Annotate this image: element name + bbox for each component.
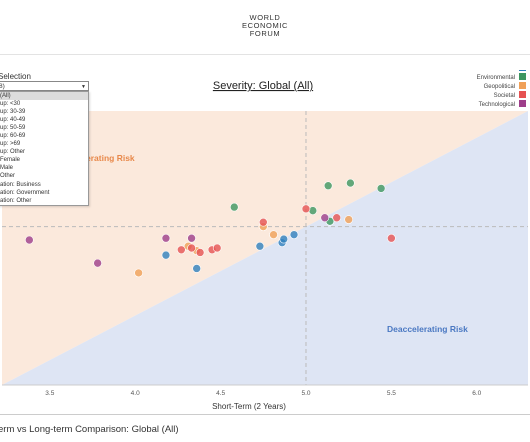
header-divider [0, 54, 530, 55]
data-point[interactable] [344, 215, 353, 224]
x-tick-label: 6.0 [472, 390, 481, 397]
data-point[interactable] [134, 268, 143, 278]
chart-title: Severity: Global (All) [213, 80, 313, 92]
legend-swatch [519, 82, 526, 89]
selection-option[interactable]: up: >69 [0, 141, 21, 148]
data-point[interactable] [212, 243, 222, 253]
data-point[interactable] [289, 230, 299, 239]
selection-option[interactable]: Male [0, 165, 14, 172]
data-point[interactable] [177, 245, 186, 255]
data-point[interactable] [323, 181, 333, 191]
data-point[interactable] [229, 202, 239, 212]
chevron-down-icon[interactable]: ▼ [81, 84, 86, 90]
data-point[interactable] [255, 241, 265, 251]
selection-options-list[interactable]: (All) up: <30 up: 30-39 up: 40-49 up: 50-59 u… [0, 91, 89, 206]
data-point[interactable] [258, 217, 268, 227]
logo-line: WORLD [249, 13, 281, 22]
data-point[interactable] [320, 213, 330, 223]
deaccelerating-risk-label: Deaccelerating Risk [387, 324, 468, 334]
data-point[interactable] [187, 243, 196, 253]
selection-option[interactable]: up: 40-49 [0, 117, 26, 124]
x-axis-ticks: 3.5 4.0 4.5 5.0 5.5 6.0 [45, 390, 481, 397]
selection-option[interactable]: up: 50-59 [0, 125, 26, 132]
legend-label: Societal [494, 93, 515, 99]
selection-dropdown[interactable]: 8) ▼ [0, 81, 89, 91]
data-point[interactable] [25, 235, 34, 245]
data-point[interactable] [301, 204, 311, 214]
x-tick-label: 4.0 [131, 390, 140, 397]
selection-option[interactable]: Other [0, 173, 16, 180]
selection-value: 8) [0, 83, 5, 90]
selection-option[interactable]: up: <30 [0, 101, 21, 108]
data-point[interactable] [346, 178, 355, 188]
legend-label: Environmental [477, 75, 515, 81]
selection-option[interactable]: up: 30-39 [0, 109, 26, 116]
legend-swatch [519, 73, 526, 80]
selection-option[interactable]: ation: Business [0, 181, 41, 188]
x-tick-label: 4.5 [216, 390, 225, 397]
data-point[interactable] [332, 213, 342, 223]
section-divider [0, 414, 530, 415]
scatter-chart: 3.5 4.0 4.5 5.0 5.5 6.0 erating Risk Deaccele… [2, 70, 528, 411]
deaccelerating-region [2, 111, 528, 385]
wef-logo: WORLD ECONOMIC FORUM [0, 14, 530, 38]
data-point[interactable] [187, 233, 196, 243]
selection-option[interactable]: (All) [0, 92, 88, 101]
selection-option[interactable]: up: Other [0, 149, 26, 156]
data-point[interactable] [279, 234, 289, 244]
data-point[interactable] [387, 233, 396, 243]
data-point[interactable] [161, 233, 171, 243]
legend-swatch [519, 70, 526, 71]
data-point[interactable] [161, 250, 171, 260]
selection-option[interactable]: ation: Other [0, 197, 32, 204]
data-points [25, 178, 396, 278]
selection-option[interactable]: Female [0, 157, 21, 164]
legend-swatch [519, 100, 526, 107]
data-point[interactable] [192, 264, 201, 273]
x-tick-label: 5.5 [387, 390, 396, 397]
logo-line: FORUM [249, 29, 281, 38]
x-axis-label: Short-Term (2 Years) [212, 402, 286, 411]
accelerating-risk-label: erating Risk [86, 153, 135, 163]
comparison-title: erm vs Long-term Comparison: Global (All… [0, 424, 179, 435]
selection-label: Selection [0, 72, 31, 81]
data-point[interactable] [195, 248, 205, 257]
selection-option[interactable]: ation: Government [0, 189, 50, 196]
logo-line: ECONOMIC [241, 21, 289, 30]
legend-label: Economic [489, 70, 515, 72]
legend-label: Technological [479, 102, 515, 108]
x-tick-label: 3.5 [45, 390, 54, 397]
x-tick-label: 5.0 [301, 390, 310, 397]
legend-swatch [519, 91, 526, 98]
data-point[interactable] [93, 258, 102, 268]
legend-label: Geopolitical [484, 84, 515, 90]
data-point[interactable] [269, 230, 278, 239]
chart-legend: Economic Environmental Geopolitical Societa… [477, 70, 526, 108]
data-point[interactable] [376, 184, 386, 193]
selection-option[interactable]: up: 60-69 [0, 133, 26, 140]
